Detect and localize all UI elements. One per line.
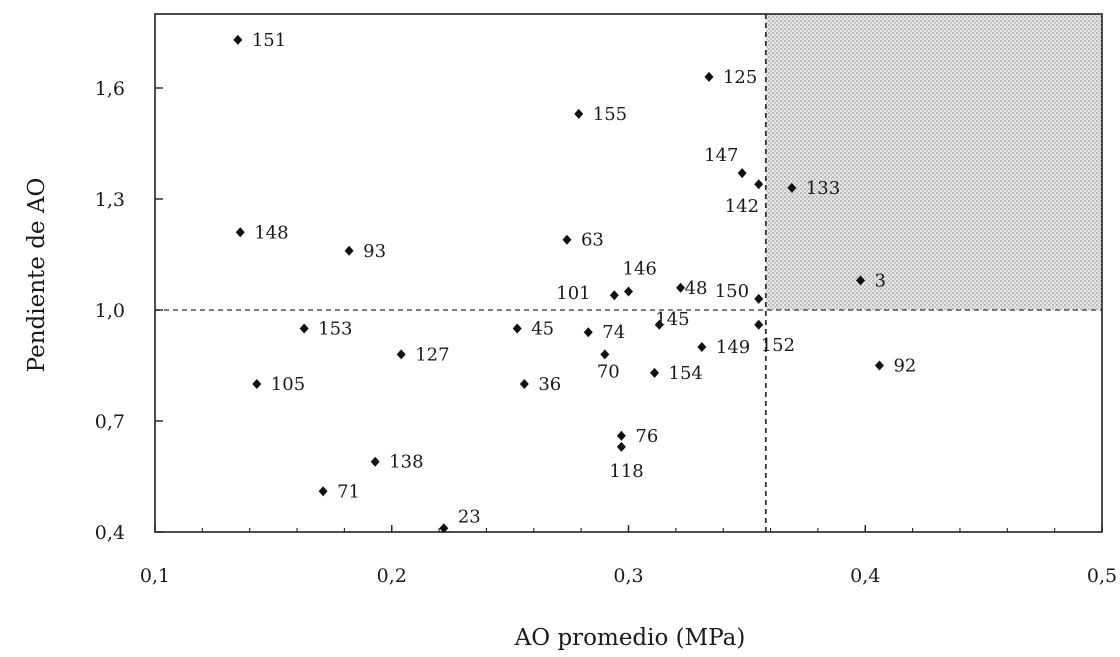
point-marker: [252, 379, 262, 389]
point-label: 148: [254, 222, 288, 243]
point-marker: [624, 286, 633, 297]
point-label: 154: [669, 363, 703, 384]
point-marker: [737, 168, 747, 179]
point-marker: [616, 441, 626, 452]
point-label: 3: [875, 270, 886, 291]
point-marker: [874, 360, 884, 371]
point-label: 145: [655, 309, 689, 330]
point-marker: [519, 379, 529, 389]
point-label: 45: [531, 319, 554, 340]
x-axis-label: AO promedio (MPa): [514, 625, 746, 651]
point-marker: [233, 34, 243, 45]
point-label: 146: [623, 259, 657, 280]
point-label: 142: [725, 196, 759, 217]
point-label: 92: [893, 356, 916, 377]
point-marker: [299, 323, 309, 334]
point-label: 152: [761, 335, 795, 356]
point-marker: [676, 282, 686, 293]
point-marker: [704, 71, 714, 82]
point-marker: [654, 319, 664, 330]
y-tick-label: 0,4: [95, 522, 125, 544]
point-marker: [609, 290, 619, 301]
point-label: 149: [716, 337, 750, 358]
point-label: 93: [363, 241, 386, 262]
point-label: 74: [602, 322, 625, 343]
point-label: 105: [271, 374, 305, 395]
point-label: 147: [704, 145, 738, 166]
point-label: 118: [609, 461, 643, 482]
x-tick-label: 0,3: [613, 565, 643, 587]
point-marker: [512, 323, 522, 334]
y-axis-label: Pendiente de AO: [24, 178, 50, 373]
point-label: 150: [715, 281, 749, 302]
point-marker: [754, 319, 764, 330]
point-marker: [439, 523, 449, 534]
y-tick-label: 1,6: [95, 78, 125, 100]
point-marker: [616, 430, 626, 441]
point-label: 101: [556, 283, 590, 304]
point-marker: [344, 245, 354, 256]
point-marker: [856, 275, 866, 286]
x-tick-label: 0,5: [1087, 565, 1117, 587]
point-marker: [754, 179, 764, 190]
point-marker: [235, 227, 245, 238]
y-tick-label: 0,7: [95, 411, 125, 433]
highlight-region: [765, 14, 1102, 310]
point-label: 153: [318, 319, 352, 340]
y-tick-label: 1,3: [95, 189, 125, 211]
point-label: 133: [806, 178, 840, 199]
point-label: 138: [389, 452, 423, 473]
point-marker: [650, 367, 660, 378]
point-label: 125: [723, 67, 757, 88]
y-tick-labels: 0,4 0,7 1,0 1,3 1,6: [95, 78, 125, 544]
point-label: 127: [415, 344, 449, 365]
point-label: 23: [458, 506, 481, 527]
x-tick-label: 0,2: [377, 565, 407, 587]
point-label: 71: [337, 481, 360, 502]
x-tick-labels: 0,1 0,2 0,3 0,4 0,5: [140, 565, 1117, 587]
point-label: 151: [252, 30, 286, 51]
point-label: 36: [538, 374, 561, 395]
point-marker: [754, 293, 764, 304]
point-marker: [318, 486, 328, 497]
point-marker: [370, 456, 380, 467]
point-marker: [583, 327, 593, 338]
point-marker: [562, 234, 572, 245]
point-label: 76: [635, 426, 658, 447]
x-tick-label: 0,1: [140, 565, 170, 587]
point-marker: [396, 349, 406, 360]
y-tick-label: 1,0: [95, 300, 125, 322]
point-marker: [574, 108, 584, 119]
axis-ticks: [154, 87, 1103, 533]
point-label: 63: [581, 230, 604, 251]
data-points: 151 125 155 147 142 133 148 63 93 3 48 146 101 150 145…: [233, 30, 916, 534]
point-label: 70: [597, 361, 620, 382]
point-marker: [697, 342, 707, 352]
point-marker: [600, 349, 610, 360]
point-label: 48: [685, 278, 708, 299]
x-tick-label: 0,4: [850, 565, 880, 587]
point-marker: [787, 182, 797, 193]
point-label: 155: [593, 104, 627, 125]
